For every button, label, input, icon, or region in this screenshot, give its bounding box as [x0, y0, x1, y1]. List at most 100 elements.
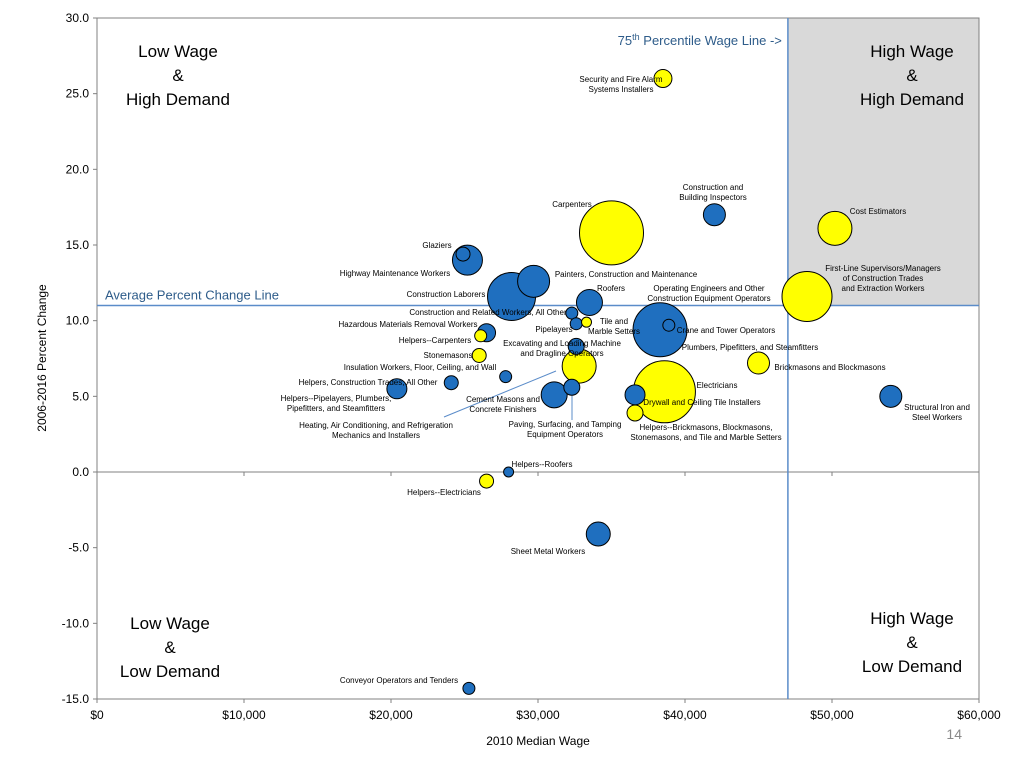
bubble-label-line: Stonemasons, and Tile and Marble Setters	[630, 433, 781, 442]
bubble	[879, 384, 903, 408]
bubble-label-line: Helpers--Pipelayers, Plumbers,	[281, 394, 392, 403]
bubble-label: Hazardous Materials Removal Workers	[338, 320, 477, 329]
bubble-label-line: of Construction Trades	[843, 274, 923, 283]
bubble	[455, 246, 471, 262]
percentile-suffix: th	[632, 32, 640, 42]
bubble-label-line: Insulation Workers, Floor, Ceiling, and …	[344, 363, 497, 372]
bubble-label-line: Highway Maintenance Workers	[340, 269, 451, 278]
y-tick-label: 30.0	[66, 11, 90, 25]
bubble-label-line: Construction Equipment Operators	[647, 294, 770, 303]
bubble	[624, 384, 646, 406]
axis-layer: 30.0 25.0 20.0 15.0 10.0 5.0 0.0 -5.0 -10.0 -15.0…	[62, 11, 1001, 722]
bubble-label-line: Heating, Air Conditioning, and Refrigera…	[299, 421, 453, 430]
bubble-label-line: Operating Engineers and Other	[653, 284, 765, 293]
bubble	[781, 270, 833, 322]
bubble	[579, 200, 644, 266]
bubble-label: Conveyor Operators and Tenders	[340, 676, 458, 685]
bubble-label-line: Security and Fire Alarm	[579, 75, 662, 84]
bubble-label: Plumbers, Pipefitters, and Steamfitters	[682, 343, 819, 352]
bubble	[702, 203, 726, 227]
y-tick-label: 5.0	[72, 389, 89, 403]
bubble	[632, 302, 688, 358]
leader-lines	[443, 370, 573, 420]
bubble-label: Security and Fire Alarm Systems Installer…	[579, 75, 662, 94]
bubble-label: Cost Estimators	[850, 207, 906, 216]
quadrant-label-top-left: Low Wage & High Demand	[126, 42, 230, 109]
y-tick-label: -5.0	[68, 541, 89, 555]
bubbles	[386, 69, 903, 695]
bubble	[575, 289, 603, 317]
bubble-label: Stonemasons	[424, 351, 473, 360]
bubble	[517, 264, 551, 298]
bubble-label-line: Helpers--Brickmasons, Blockmasons,	[640, 423, 773, 432]
reference-lines: Average Percent Change Line 75th Percent…	[97, 18, 979, 699]
bubble-label-line: Brickmasons and Blockmasons	[774, 363, 885, 372]
bubble	[626, 404, 644, 422]
x-tick-label: $20,000	[369, 708, 413, 722]
bubble-label-line: Tile and	[600, 317, 628, 326]
bubble-label-line: and Dragline Operators	[520, 349, 603, 358]
bubble	[499, 370, 513, 384]
bubble-label-line: Sheet Metal Workers	[511, 547, 586, 556]
bubble-label-line: Steel Workers	[912, 413, 962, 422]
x-tick-label: $30,000	[516, 708, 560, 722]
bubble-label-line: Roofers	[597, 284, 625, 293]
percentile-number: 75	[618, 33, 632, 48]
bubble-label: First-Line Supervisors/Managers of Constr…	[825, 264, 941, 293]
bubble-label: Carpenters	[552, 200, 592, 209]
bubble-label: Helpers--Roofers	[512, 460, 573, 469]
x-tick-label: $60,000	[957, 708, 1001, 722]
bubble-label: Construction and Related Workers, All Ot…	[409, 308, 567, 317]
bubble-label-line: Crane and Tower Operators	[677, 326, 776, 335]
bubble-label-line: Cost Estimators	[850, 207, 906, 216]
bubble-label-line: Building Inspectors	[679, 193, 747, 202]
bubble-label-line: Construction and	[683, 183, 743, 192]
quadrant-label-bottom-left: Low Wage & Low Demand	[119, 614, 221, 681]
y-tick-label: 20.0	[66, 162, 90, 176]
bubble-label: Construction and Building Inspectors	[679, 183, 747, 202]
bubble	[747, 351, 770, 375]
bubble-label-line: Stonemasons	[424, 351, 473, 360]
average-percent-change-label: Average Percent Change Line	[105, 288, 279, 303]
bubble	[471, 347, 487, 363]
bubble-label: Tile and Marble Setters	[588, 317, 640, 336]
bubble-label: Electricians	[697, 381, 738, 390]
bubble-label-line: Construction Laborers	[407, 290, 486, 299]
bubble-label: Roofers	[597, 284, 625, 293]
bubble-label: Glaziers	[422, 241, 451, 250]
bubble	[462, 681, 476, 695]
bubble-label-line: Drywall and Ceiling Tile Installers	[643, 398, 760, 407]
bubble	[386, 378, 408, 400]
bubble	[443, 375, 459, 391]
bubble-label-line: Construction and Related Workers, All Ot…	[409, 308, 567, 317]
quadrant-label-bottom-right: High Wage & Low Demand	[861, 609, 963, 676]
bubble	[563, 378, 581, 396]
quadrant-label-top-right: High Wage & High Demand	[860, 42, 964, 109]
bubble-label: Excavating and Loading Machine and Dragli…	[503, 339, 621, 358]
bubble-label: Helpers--Pipelayers, Plumbers, Pipefitter…	[281, 394, 392, 413]
y-tick-label: 15.0	[66, 238, 90, 252]
bubble-label: Crane and Tower Operators	[677, 326, 776, 335]
bubble-label-line: Painters, Construction and Maintenance	[555, 270, 698, 279]
y-tick-label: 0.0	[72, 465, 89, 479]
bubble-label-line: Concrete Finishers	[469, 405, 536, 414]
page-number: 14	[946, 726, 962, 742]
bubble-label-line: Marble Setters	[588, 327, 640, 336]
y-tick-label: 10.0	[66, 314, 90, 328]
bubble-label: Operating Engineers and Other Constructio…	[647, 284, 770, 303]
bubble-label-line: Excavating and Loading Machine	[503, 339, 621, 348]
bubble-label-line: First-Line Supervisors/Managers	[825, 264, 941, 273]
bubble-label-line: Helpers--Roofers	[512, 460, 573, 469]
bubble-label-line: Paving, Surfacing, and Tamping	[509, 420, 622, 429]
bubble-label: Brickmasons and Blockmasons	[774, 363, 885, 372]
bubble-label-line: Glaziers	[422, 241, 451, 250]
bubble-label: Helpers, Construction Trades, All Other	[299, 378, 438, 387]
bubble-label-line: Helpers--Carpenters	[399, 336, 471, 345]
bubble-label: Paving, Surfacing, and Tamping Equipment …	[509, 420, 622, 439]
bubble-label: Helpers--Carpenters	[399, 336, 471, 345]
bubble	[503, 466, 515, 478]
x-tick-label: $40,000	[663, 708, 707, 722]
bubble-label-line: Helpers--Electricians	[407, 488, 481, 497]
percentile-wage-label: 75th Percentile Wage Line ->	[618, 32, 782, 48]
bubble-label: Drywall and Ceiling Tile Installers	[643, 398, 760, 407]
